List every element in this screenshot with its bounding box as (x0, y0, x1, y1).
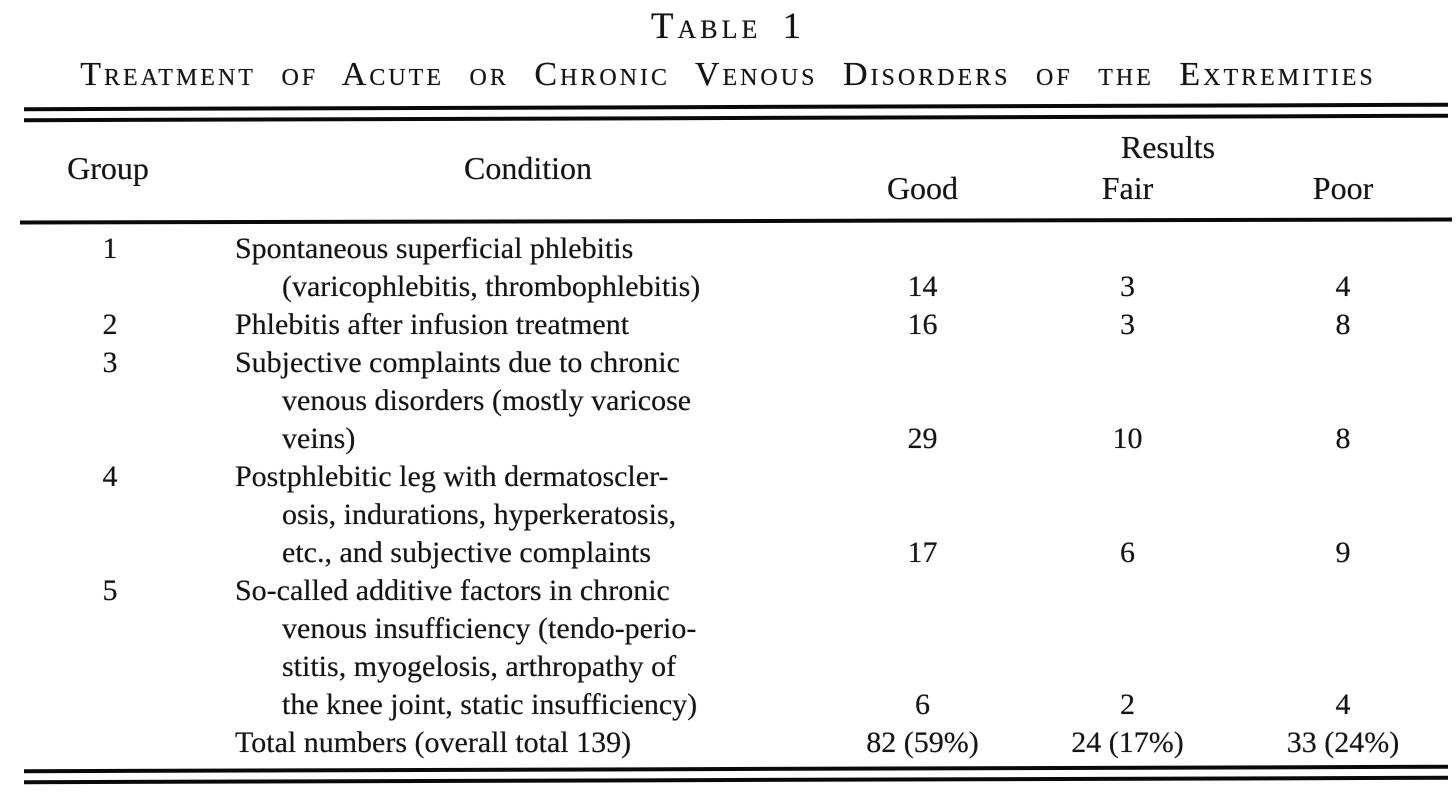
table-row: 1 Spontaneous superficial phlebitis (0, 230, 1456, 268)
table-row: 2 Phlebitis after infusion treatment 16 … (0, 306, 1456, 344)
poor-value: 8 (1335, 308, 1351, 341)
good-value: 29 (907, 422, 938, 455)
group-number: 4 (102, 460, 118, 493)
group-number: 5 (102, 574, 118, 607)
group-number: 3 (102, 346, 118, 379)
condition-line: veins) (282, 422, 356, 455)
fair-value: 3 (1120, 308, 1135, 341)
group-number: 1 (102, 232, 118, 265)
condition-line: Phlebitis after infusion treatment (235, 308, 630, 341)
poor-value: 9 (1335, 536, 1351, 569)
total-label: Total numbers (overall total 139) (235, 726, 632, 759)
fair-value: 3 (1120, 270, 1135, 303)
condition-line: stitis, myogelosis, arthropathy of (282, 650, 677, 683)
condition-line: osis, indurations, hyperkeratosis, (282, 498, 677, 531)
table-row: the knee joint, static insufficiency) 6 … (0, 686, 1456, 724)
table-body: 1 Spontaneous superficial phlebitis (var… (0, 223, 1456, 762)
table-row: stitis, myogelosis, arthropathy of (0, 648, 1456, 686)
table-row: 5 So-called additive factors in chronic (0, 572, 1456, 610)
good-value: 6 (915, 688, 930, 721)
top-double-rule (23, 102, 1449, 122)
rule-line (23, 102, 1449, 111)
table-row: (varicophlebitis, thrombophlebitis) 14 3… (0, 268, 1456, 306)
poor-value: 4 (1335, 270, 1351, 303)
condition-line: venous disorders (mostly varicose (282, 384, 692, 417)
table-row: osis, indurations, hyperkeratosis, (0, 496, 1456, 534)
table-row: 4 Postphlebitic leg with dermatoscler- (0, 458, 1456, 496)
fair-value: 10 (1112, 422, 1143, 455)
group-number: 2 (102, 308, 118, 341)
good-value: 16 (907, 308, 938, 341)
total-good-value: 82 (59%) (866, 726, 979, 759)
fair-value: 6 (1120, 536, 1135, 569)
table-row: etc., and subjective complaints 17 6 9 (0, 534, 1456, 572)
header-good: Good (886, 170, 959, 206)
poor-value: 8 (1335, 422, 1351, 455)
rule-line (23, 764, 1449, 773)
table-row: venous insufficiency (tendo-perio- (0, 610, 1456, 648)
condition-line: (varicophlebitis, thrombophlebitis) (282, 270, 701, 303)
condition-line: Spontaneous superficial phlebitis (235, 232, 634, 265)
total-poor-value: 33 (24%) (1286, 726, 1400, 759)
header-condition: Condition (463, 149, 592, 186)
header-results: Results (1120, 129, 1216, 165)
table-row: venous disorders (mostly varicose (0, 382, 1456, 420)
table-title: Table 1 (650, 6, 806, 47)
table-subtitle: Treatment of Acute or Chronic Venous Dis… (80, 56, 1376, 93)
condition-line: So-called additive factors in chronic (235, 574, 670, 607)
table-row: veins) 29 10 8 (0, 420, 1456, 458)
good-value: 14 (907, 270, 938, 303)
condition-line: the knee joint, static insufficiency) (282, 688, 698, 721)
header-fair: Fair (1101, 170, 1154, 206)
rule-line (23, 775, 1449, 784)
condition-line: venous insufficiency (tendo-perio- (282, 612, 697, 645)
total-row: Total numbers (overall total 139) 82 (59… (0, 724, 1456, 762)
header-group: Group (67, 149, 149, 186)
total-fair-value: 24 (17%) (1071, 726, 1184, 759)
condition-line: Postphlebitic leg with dermatoscler- (235, 460, 669, 493)
bottom-double-rule (23, 764, 1449, 784)
table-header-row: Group Condition Results Good Fair Poor (0, 119, 1456, 219)
fair-value: 2 (1120, 688, 1135, 721)
poor-value: 4 (1335, 688, 1351, 721)
table-row: 3 Subjective complaints due to chronic (0, 344, 1456, 382)
condition-line: Subjective complaints due to chronic (235, 346, 680, 379)
good-value: 17 (907, 536, 938, 569)
header-poor: Poor (1312, 170, 1374, 206)
condition-line: etc., and subjective complaints (282, 536, 652, 569)
